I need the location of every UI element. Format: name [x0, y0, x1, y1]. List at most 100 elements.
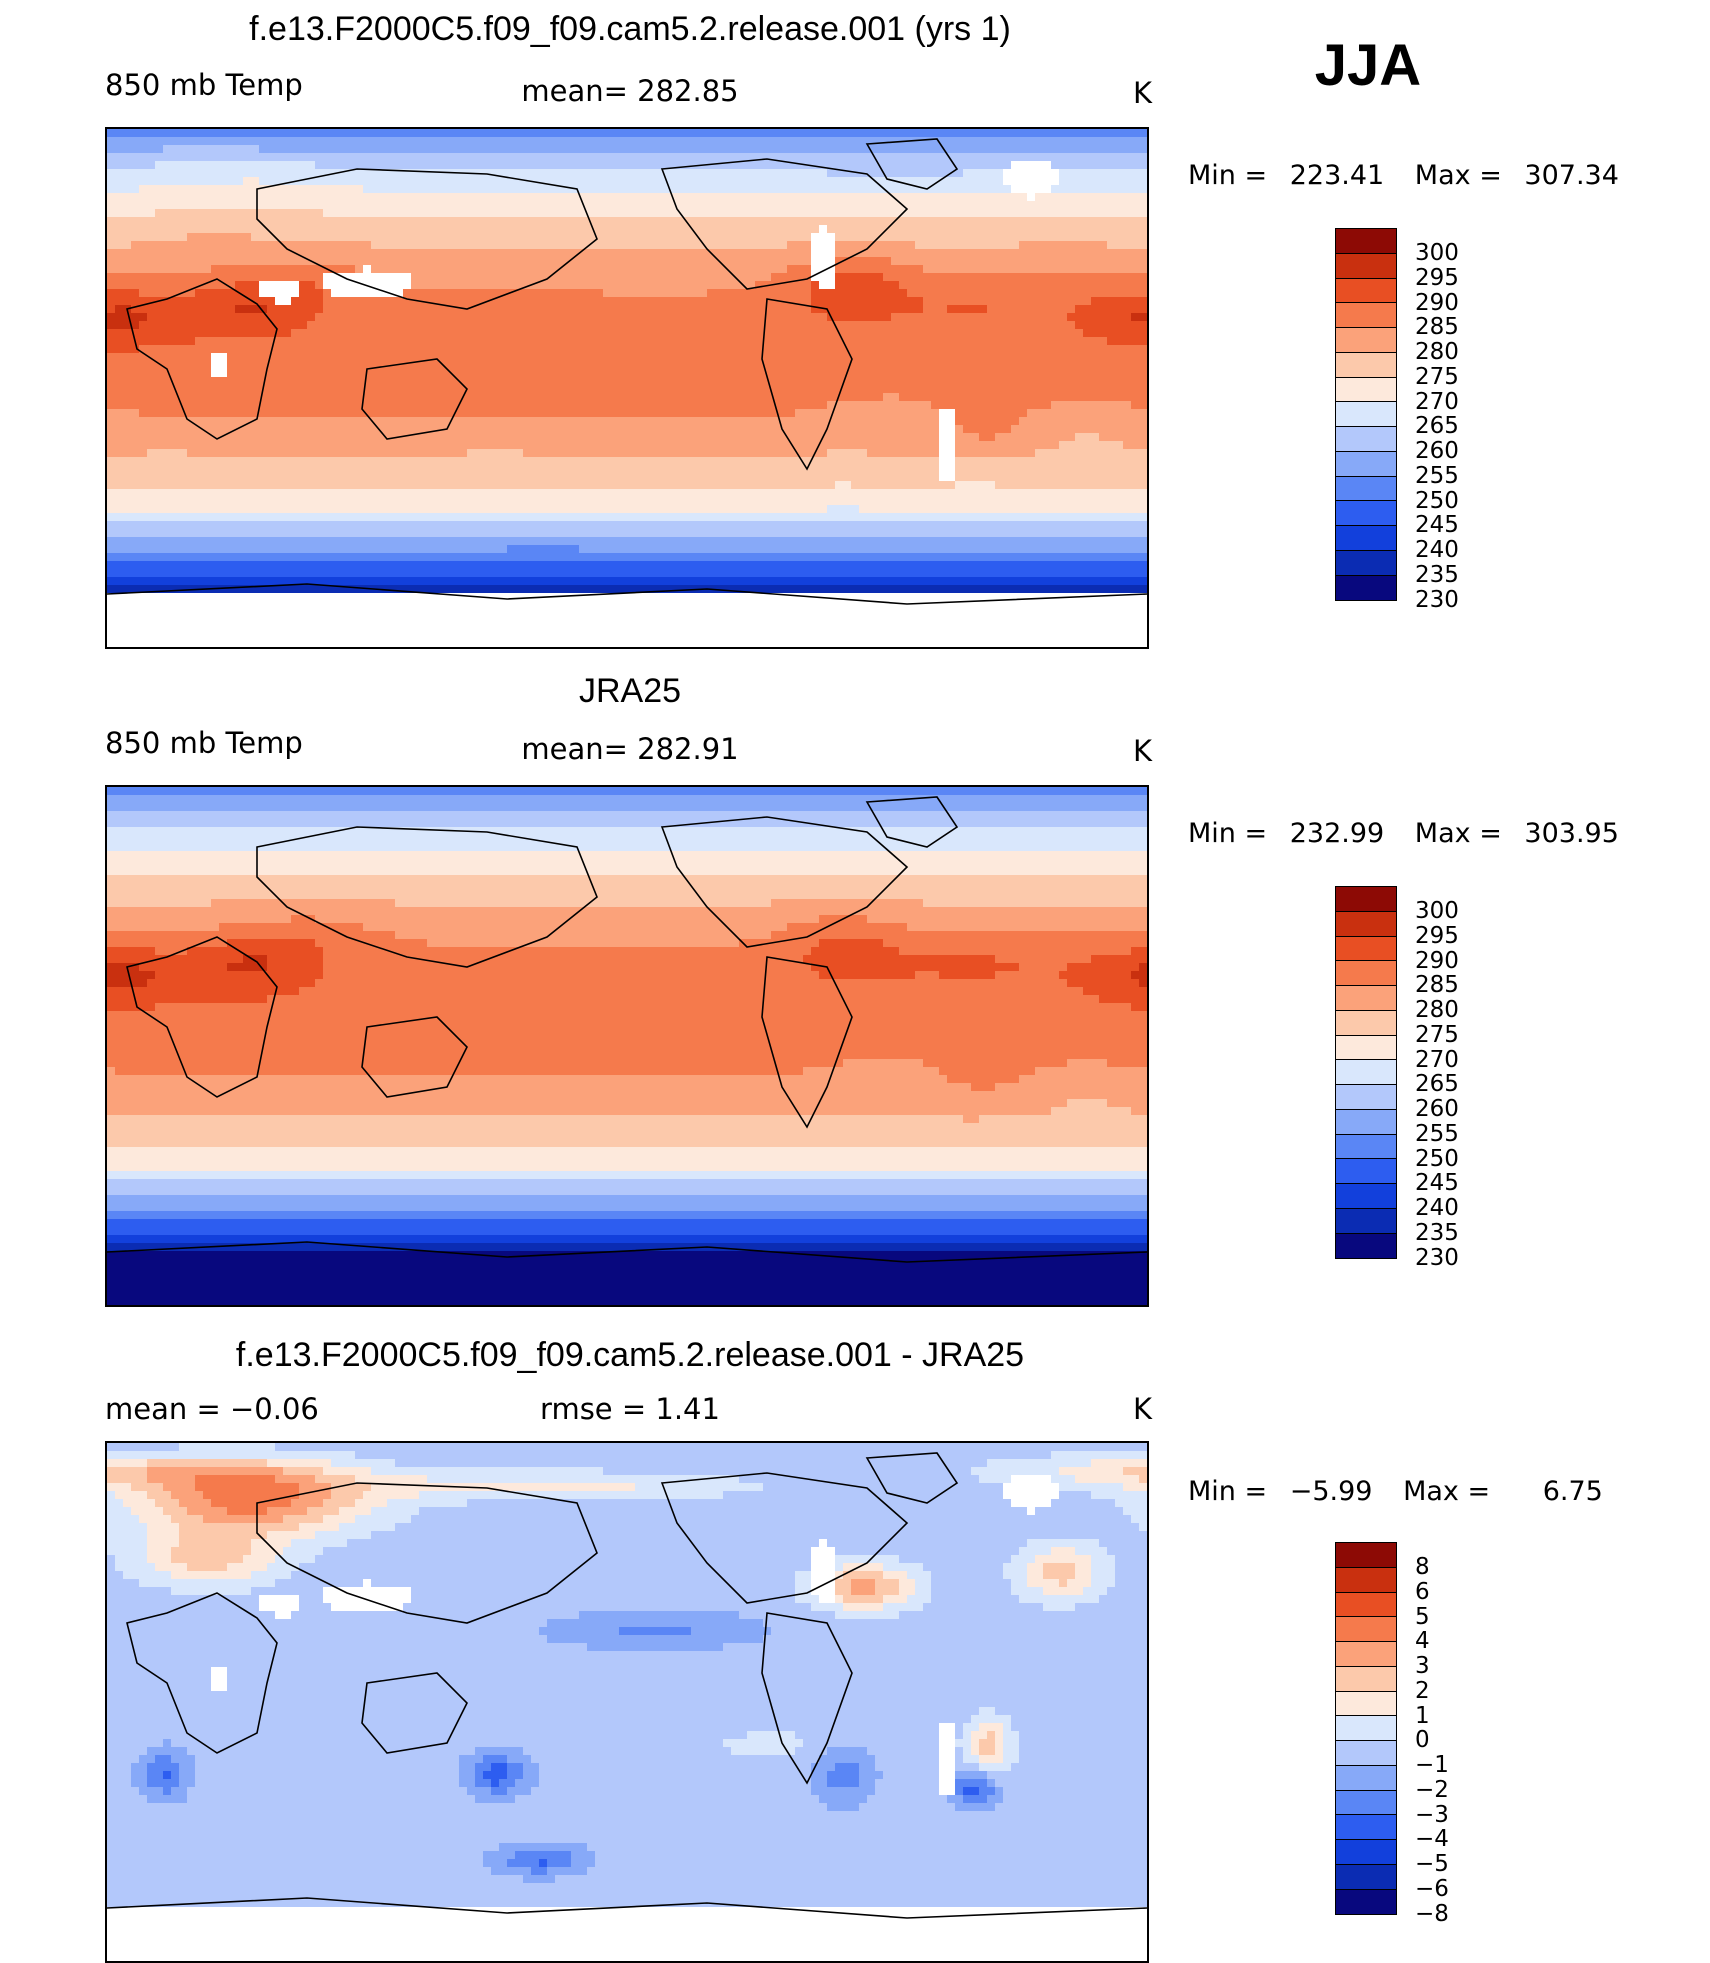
map-cell	[691, 265, 699, 273]
map-cell	[739, 209, 747, 217]
map-cell	[627, 417, 635, 425]
map-cell	[571, 377, 579, 385]
map-cell	[299, 337, 307, 345]
map-cell	[467, 337, 475, 345]
map-cell	[339, 297, 347, 305]
map-cell	[499, 225, 507, 233]
map-cell	[979, 337, 987, 345]
map-cell	[891, 385, 899, 393]
map-cell	[507, 177, 515, 185]
map-cell	[235, 225, 243, 233]
map-cell	[603, 209, 611, 217]
map-cell	[1107, 169, 1115, 177]
map-cell	[115, 337, 123, 345]
map-cell	[667, 225, 675, 233]
map-cell	[787, 257, 795, 265]
map-cell	[883, 145, 891, 153]
map-cell	[875, 217, 883, 225]
map-cell	[347, 425, 355, 433]
map-cell	[619, 137, 627, 145]
map-cell	[1035, 409, 1043, 417]
map-cell	[923, 257, 931, 265]
map-cell	[155, 385, 163, 393]
map-cell	[635, 329, 643, 337]
map-cell	[595, 153, 603, 161]
map-cell	[1091, 385, 1099, 393]
map-cell	[763, 145, 771, 153]
map-cell	[1059, 409, 1067, 417]
map-cell	[659, 201, 667, 209]
map-cell	[291, 129, 299, 137]
map-cell	[155, 321, 163, 329]
map-cell	[827, 257, 835, 265]
map-cell	[251, 209, 259, 217]
map-cell	[1003, 209, 1011, 217]
map-cell	[275, 417, 283, 425]
map-cell	[307, 305, 315, 313]
map-cell	[179, 281, 187, 289]
map-cell	[1091, 329, 1099, 337]
map-cell	[731, 321, 739, 329]
map-cell	[107, 281, 115, 289]
map-cell	[1091, 241, 1099, 249]
map-cell	[451, 321, 459, 329]
map-cell	[979, 329, 987, 337]
map-cell	[995, 409, 1003, 417]
map-cell	[203, 361, 211, 369]
map-cell	[483, 161, 491, 169]
map-cell	[947, 233, 955, 241]
map-cell	[251, 281, 259, 289]
map-cell	[1123, 313, 1131, 321]
map-cell	[987, 241, 995, 249]
map-cell	[715, 169, 723, 177]
map-cell	[115, 369, 123, 377]
map-cell	[595, 233, 603, 241]
map-cell	[835, 369, 843, 377]
map-cell	[291, 201, 299, 209]
map-cell	[195, 345, 203, 353]
map-cell	[995, 313, 1003, 321]
map-cell	[347, 241, 355, 249]
map-cell	[571, 257, 579, 265]
map-cell	[419, 377, 427, 385]
map-cell	[659, 289, 667, 297]
map-cell	[267, 393, 275, 401]
map-cell	[1027, 265, 1035, 273]
map-cell	[627, 321, 635, 329]
map-cell	[587, 225, 595, 233]
map-cell	[979, 353, 987, 361]
map-cell	[595, 369, 603, 377]
map-cell	[1027, 321, 1035, 329]
map-cell	[1019, 401, 1027, 409]
map-cell	[219, 289, 227, 297]
map-cell	[379, 321, 387, 329]
map-cell	[579, 249, 587, 257]
map-cell	[1059, 425, 1067, 433]
map-cell	[699, 321, 707, 329]
map-cell	[291, 233, 299, 241]
map-cell	[491, 169, 499, 177]
map-cell	[499, 177, 507, 185]
map-cell	[491, 201, 499, 209]
map-cell	[1091, 145, 1099, 153]
map-cell	[1003, 225, 1011, 233]
map-cell	[203, 385, 211, 393]
map-cell	[403, 345, 411, 353]
map-cell	[219, 153, 227, 161]
map-cell	[347, 313, 355, 321]
map-cell	[683, 153, 691, 161]
map-cell	[1075, 417, 1083, 425]
map-cell	[539, 369, 547, 377]
map-cell	[859, 185, 867, 193]
map-cell	[843, 385, 851, 393]
map-cell	[787, 129, 795, 137]
map-cell	[1091, 153, 1099, 161]
map-cell	[1123, 217, 1131, 225]
map-cell	[355, 425, 363, 433]
map-cell	[1051, 145, 1059, 153]
map-cell	[643, 209, 651, 217]
map-cell	[1051, 233, 1059, 241]
map-cell	[211, 273, 219, 281]
map-cell	[1075, 169, 1083, 177]
map-cell	[659, 377, 667, 385]
